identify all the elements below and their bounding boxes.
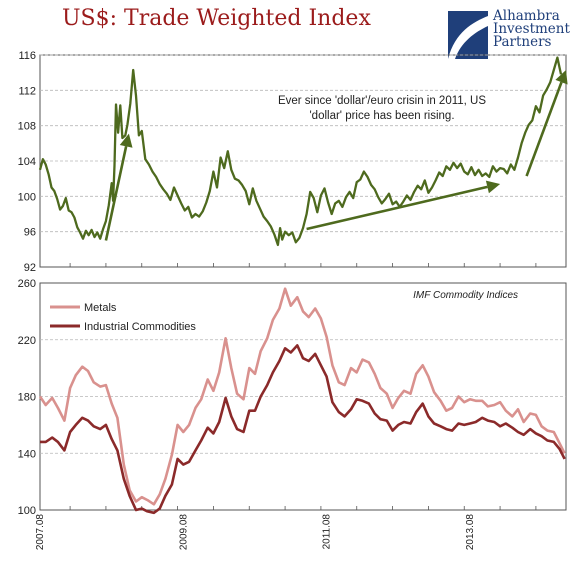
logo-line-3: Partners bbox=[493, 34, 552, 50]
logo-text: Alhambra Investment Partners bbox=[493, 8, 570, 50]
x-tick-label: 2013.08 bbox=[465, 514, 476, 551]
top-y-tick-label: 92 bbox=[24, 262, 36, 274]
metals-line bbox=[38, 287, 566, 506]
top-y-tick-label: 100 bbox=[18, 191, 36, 203]
x-tick-label: 2011.08 bbox=[322, 514, 333, 550]
trend-arrow-head bbox=[119, 133, 133, 148]
dollar-index-line bbox=[38, 56, 563, 247]
x-tick-label: 2009.08 bbox=[178, 514, 189, 551]
logo-line-1: Alhambra bbox=[493, 8, 560, 24]
top-y-tick-label: 108 bbox=[18, 121, 36, 133]
top-y-tick-label: 96 bbox=[24, 227, 36, 239]
bottom-y-tick-label: 100 bbox=[18, 505, 36, 517]
legend-label: Industrial Commodities bbox=[84, 321, 196, 333]
top-y-tick-label: 116 bbox=[18, 50, 36, 62]
commodity-indices-panel: 100 140 180 220 260 2007.08 2009.08 2011.08 2013… bbox=[18, 278, 567, 551]
trend-arrow-shaft bbox=[525, 81, 563, 177]
bottom-y-tick-label: 260 bbox=[18, 278, 36, 290]
x-tick-label: 2007.08 bbox=[35, 514, 46, 551]
bottom-y-tick-label: 220 bbox=[18, 335, 36, 347]
alhambra-swoosh-icon bbox=[448, 11, 488, 59]
trend-arrow-shaft bbox=[306, 185, 488, 231]
trend-arrow-shaft bbox=[104, 146, 128, 241]
logo-line-2: Investment bbox=[493, 21, 570, 37]
chart-title: US$: Trade Weighted Index bbox=[62, 6, 371, 31]
panel-title: IMF Commodity Indices bbox=[413, 290, 518, 301]
trend-arrow-head bbox=[485, 180, 501, 194]
bottom-y-tick-label: 140 bbox=[18, 448, 36, 460]
top-y-tick-label: 104 bbox=[18, 156, 36, 168]
bottom-y-tick-label: 180 bbox=[18, 392, 36, 404]
legend-label: Metals bbox=[84, 302, 117, 314]
top-y-tick-label: 112 bbox=[18, 85, 36, 97]
annotation-text: Ever since 'dollar'/euro crisin in 2011,… bbox=[277, 95, 487, 122]
dollar-index-panel: 92 96 100 104 108 112 116 bbox=[18, 50, 568, 274]
company-logo: Alhambra Investment Partners bbox=[447, 8, 573, 62]
trend-arrow-head bbox=[555, 70, 568, 85]
industrial-commodities-line bbox=[40, 344, 566, 515]
